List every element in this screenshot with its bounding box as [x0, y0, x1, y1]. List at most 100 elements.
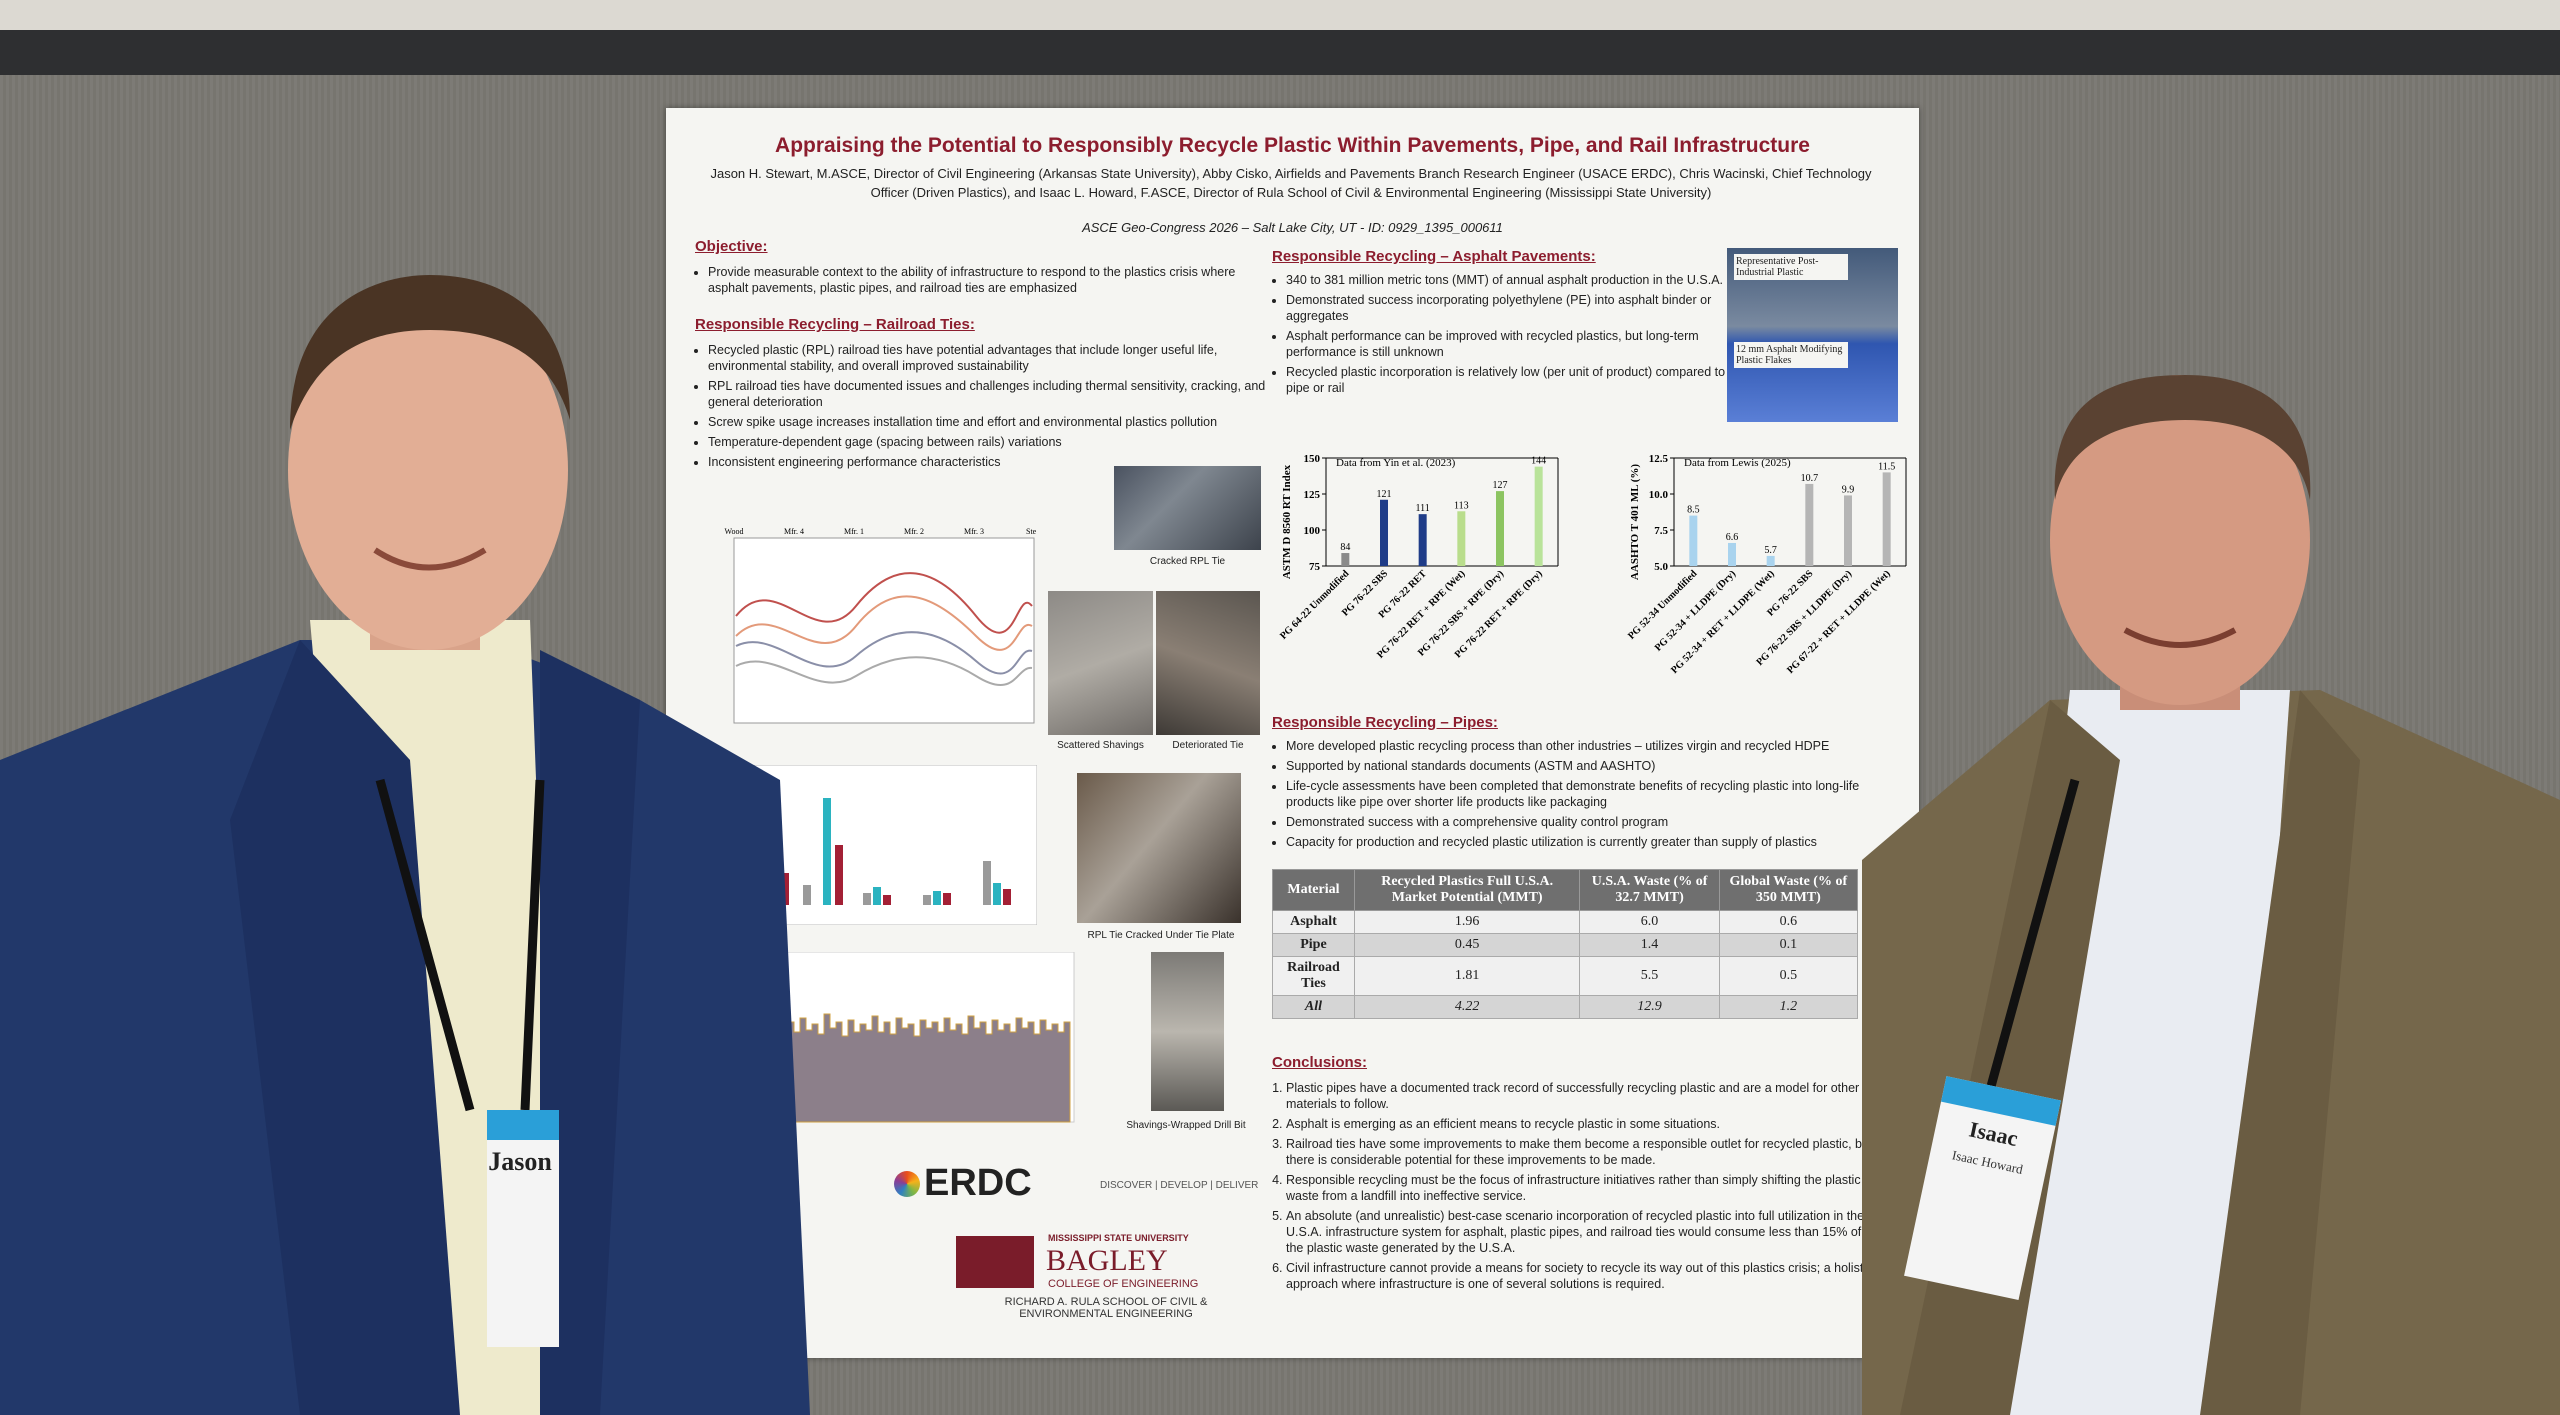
rula-name: RICHARD A. RULA SCHOOL OF CIVIL & ENVIRO… — [1004, 1296, 1208, 1320]
bar — [1844, 495, 1852, 566]
table-cell: 0.45 — [1353, 933, 1581, 957]
photo-cracked-tie — [1114, 466, 1261, 550]
chart-note: Data from Yin et al. (2023) — [1336, 457, 1456, 469]
y-tick-label: 5.0 — [1654, 561, 1668, 573]
line-chart-label: Mfr. 4 — [784, 527, 804, 536]
bar — [1805, 483, 1814, 566]
line-chart-label: Wood — [725, 527, 744, 536]
table-cell: 5.5 — [1579, 956, 1720, 996]
value-label: 111 — [1416, 503, 1430, 514]
section-heading: Responsible Recycling – Railroad Ties: — [695, 316, 975, 333]
value-label: 144 — [1531, 456, 1546, 467]
section-heading: Conclusions: — [1272, 1054, 1368, 1071]
line-chart-label: Steel — [1026, 527, 1036, 536]
table-cell: 6.0 — [1579, 910, 1720, 934]
y-tick-label: 100 — [1304, 525, 1321, 537]
list-item: Recycled plastic incorporation is relati… — [1286, 364, 1726, 396]
image-label: Representative Post-Industrial Plastic — [1734, 254, 1848, 280]
table-row: Asphalt 1.96 6.0 0.6 — [1272, 910, 1859, 934]
header-row: Material Recycled Plastics Full U.S.A. Ma… — [1272, 869, 1859, 911]
value-label: 9.9 — [1842, 484, 1855, 495]
header-cell: Global Waste (% of 350 MMT) — [1718, 869, 1859, 911]
erdc-logo: ERDC — [924, 1162, 1032, 1204]
poster: Appraising the Potential to Responsibly … — [666, 108, 1919, 1358]
poster-authors: Jason H. Stewart, M.ASCE, Director of Ci… — [710, 166, 1872, 200]
caption: RPL Tie Cracked Under Tie Plate — [1087, 930, 1235, 941]
value-label: 8.5 — [1687, 505, 1700, 516]
section-heading: Responsible Recycling – Pipes: — [1272, 714, 1498, 731]
bar — [1728, 542, 1736, 566]
list-item: Recycled plastic (RPL) railroad ties hav… — [708, 342, 1268, 374]
bar — [1380, 499, 1388, 566]
ceiling-frame — [0, 30, 2560, 75]
bullet-list: More developed plastic recycling process… — [1264, 738, 1906, 854]
bar — [1341, 553, 1350, 566]
poster-title: Appraising the Potential to Responsibly … — [775, 134, 1810, 157]
bar-chart: 75 100 125 150 ASTM D 8560 RT Index Data from… — [1278, 453, 1559, 661]
table-cell: Pipe — [1272, 933, 1355, 957]
y-tick-label: 12.5 — [1649, 453, 1669, 465]
bars — [787, 1013, 1071, 1123]
list-item: More developed plastic recycling process… — [1286, 738, 1906, 754]
list-item: Demonstrated success with a comprehensiv… — [1286, 814, 1906, 830]
list-item: RPL railroad ties have documented issues… — [708, 378, 1268, 410]
list-item: Civil infrastructure cannot provide a me… — [1286, 1260, 1876, 1292]
plot-frame — [733, 537, 1035, 724]
caption: Scattered Shavings — [1057, 740, 1144, 751]
caption: Deteriorated Tie — [1172, 740, 1244, 751]
numbered-list: Plastic pipes have a documented track re… — [1264, 1080, 1876, 1296]
table-cell: 1.81 — [1353, 956, 1581, 996]
list-item: Provide measurable context to the abilit… — [708, 264, 1268, 296]
bar — [1689, 515, 1698, 566]
table-cell: Railroad Ties — [1272, 956, 1355, 996]
list-item: Demonstrated success incorporating polye… — [1286, 292, 1726, 324]
value-label: 6.6 — [1726, 532, 1739, 543]
value-label: 84 — [1340, 542, 1350, 553]
line-chart-label: Mfr. 3 — [964, 527, 984, 536]
section-heading: Responsible Recycling – Asphalt Pavement… — [1272, 248, 1596, 265]
list-item: Asphalt performance can be improved with… — [1286, 328, 1726, 360]
value-label: 121 — [1377, 489, 1392, 500]
bar — [1496, 491, 1504, 566]
curve — [735, 572, 1033, 634]
college-name: COLLEGE OF ENGINEERING — [1048, 1278, 1199, 1290]
data-table: Material Recycled Plastics Full U.S.A. Ma… — [1272, 869, 1859, 1019]
caption: Cracked RPL Tie — [1149, 556, 1226, 567]
list-item: An absolute (and unrealistic) best-case … — [1286, 1208, 1876, 1256]
bullet-list: 340 to 381 million metric tons (MMT) of … — [1264, 272, 1726, 400]
bar-chart: 5.0 7.5 10.0 12.5 AASHTO T 401 ML (%) Data fr… — [1626, 453, 1907, 676]
y-axis-label: AASHTO T 401 ML (%) — [1629, 464, 1641, 580]
poster-conference: ASCE Geo-Congress 2026 – Salt Lake City,… — [1082, 220, 1503, 235]
image-label: 12 mm Asphalt Modifying Plastic Flakes — [1734, 342, 1848, 368]
value-label: 113 — [1454, 500, 1469, 511]
line-chart-label: Mfr. 1 — [844, 527, 864, 536]
table-cell: Asphalt — [1272, 910, 1355, 934]
table-cell: 4.22 — [1353, 995, 1581, 1019]
list-item: Temperature-dependent gage (spacing betw… — [708, 434, 1268, 450]
y-tick-label: 10.0 — [1649, 489, 1669, 501]
photo-shavings — [1048, 591, 1153, 735]
y-tick-label: 75 — [1309, 561, 1321, 573]
drill-time-figure — [784, 952, 1075, 1123]
table-cell: 1.4 — [1579, 933, 1720, 957]
bar-chart-figure — [743, 765, 1037, 925]
erdc-tagline: DISCOVER | DEVELOP | DELIVER — [1100, 1180, 1259, 1191]
table-cell: 0.6 — [1718, 910, 1859, 934]
bar — [1766, 555, 1775, 566]
list-item: 340 to 381 million metric tons (MMT) of … — [1286, 272, 1726, 288]
line-chart-figure: Wood Mfr. 4 Mfr. 1 Mfr. 2 Mfr. 3 Steel — [725, 527, 1036, 724]
list-item: Responsible recycling must be the focus … — [1286, 1172, 1876, 1204]
value-label: 127 — [1493, 480, 1508, 491]
list-item: Screw spike usage increases installation… — [708, 414, 1268, 430]
y-axis-label: ASTM D 8560 RT Index — [1281, 464, 1293, 579]
list-item: Inconsistent engineering performance cha… — [708, 454, 1268, 470]
header-cell: Recycled Plastics Full U.S.A. Market Pot… — [1353, 869, 1581, 911]
value-label: 5.7 — [1764, 545, 1777, 556]
bar — [1534, 466, 1543, 566]
photo-deteriorated-tie — [1156, 591, 1260, 735]
table-cell: 1.2 — [1718, 995, 1859, 1019]
y-tick-label: 7.5 — [1654, 525, 1668, 537]
value-label: 10.7 — [1801, 473, 1819, 484]
value-label: 11.5 — [1878, 461, 1895, 472]
